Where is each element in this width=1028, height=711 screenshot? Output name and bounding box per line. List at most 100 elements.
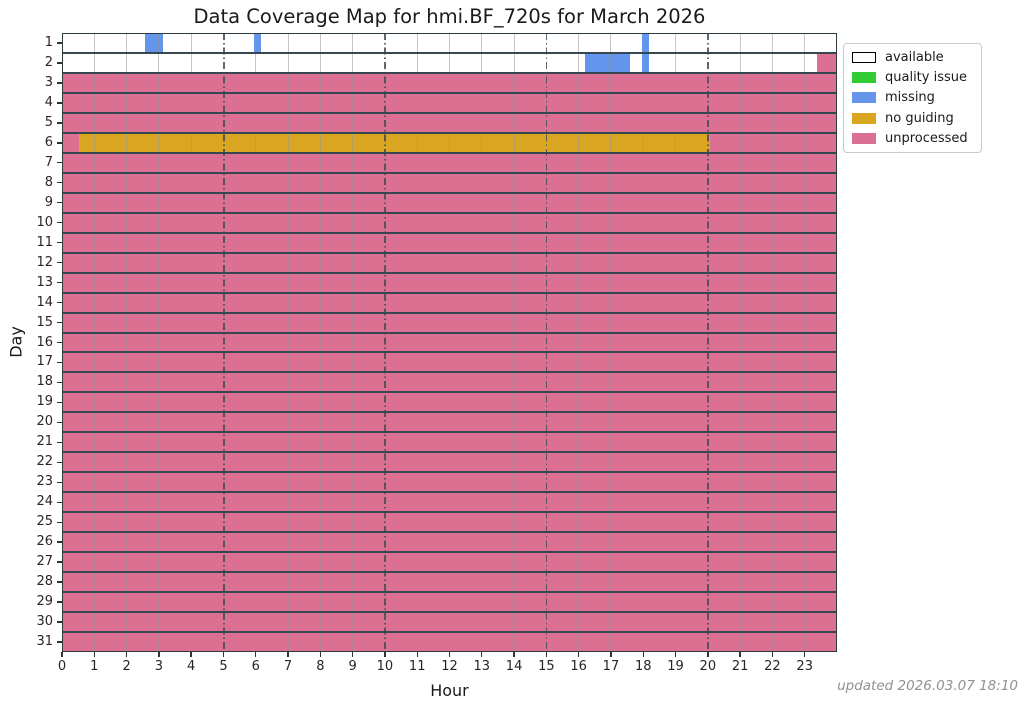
x-tick-mark [448,652,451,657]
x-tick-mark [577,652,580,657]
x-tick-label-19: 19 [667,659,684,674]
y-tick-label-27: 27 [36,554,53,570]
y-tick-label-22: 22 [36,454,53,470]
y-tick-label-24: 24 [36,494,53,510]
y-tick-label-5: 5 [44,114,53,130]
x-tick-label-12: 12 [441,659,458,674]
legend-item-missing: missing [844,90,981,105]
x-tick-mark [545,652,548,657]
y-axis-ticks: 1 2 3 4 5 6 7 8 9 10 11 12 13 14 15 16 17 18 19 20 21 22 23 24 2… [0,33,62,652]
gridline-hour-1 [93,33,95,652]
gridline-hour-6 [255,33,257,652]
x-tick-mark [739,652,741,657]
row-separator [62,71,837,74]
x-tick-mark [771,652,774,657]
x-tick-mark [416,652,418,657]
row-separator [62,571,837,574]
y-tick-label-13: 13 [36,274,53,290]
row-separator [62,431,837,434]
y-tick-mark [57,621,62,623]
x-tick-mark [513,652,515,657]
gridline-hour-11 [416,33,418,652]
plot-area [62,33,837,652]
y-tick-mark [57,421,62,424]
row-separator [62,91,837,94]
x-tick-mark [158,652,160,657]
legend-label: no guiding [885,110,954,126]
legend: available quality issue missing no guiding u… [843,43,982,153]
row-separator [62,491,837,494]
row-separator [62,551,837,554]
x-tick-label-20: 20 [699,659,717,674]
y-tick-label-20: 20 [36,414,53,430]
y-tick-label-31: 31 [36,634,53,650]
gridline-hour-2 [126,33,128,652]
y-tick-mark [57,202,62,204]
y-tick-label-6: 6 [44,134,53,150]
y-tick-mark [57,321,62,324]
y-tick-mark [57,42,62,44]
gridline-hour-8 [319,33,321,652]
y-tick-label-12: 12 [36,254,53,270]
gridline-hour-16 [578,33,580,652]
y-axis-label: Day [6,326,26,358]
y-tick-mark [57,82,62,84]
gridline-hour-5 [222,33,225,652]
legend-label: unprocessed [885,131,968,147]
y-tick-label-1: 1 [44,34,53,50]
x-tick-mark [319,652,322,657]
x-axis-label: Hour [430,681,469,700]
gridline-hour-20 [707,33,709,652]
legend-swatch-no-guiding [852,112,876,124]
x-tick-label-21: 21 [731,659,749,674]
row-separator [62,211,837,214]
legend-swatch-unprocessed [852,133,876,145]
y-tick-mark [57,221,62,224]
row-separator [62,591,837,594]
row-separator [62,391,837,394]
gridline-hour-21 [739,33,741,652]
y-tick-mark [57,541,62,543]
row-separator [62,291,837,294]
coverage-segment-missing [642,52,650,73]
row-separator [62,631,837,634]
gridline-hour-7 [287,33,289,652]
x-tick-label-14: 14 [505,659,523,674]
gridlines-layer [62,33,837,652]
row-separator [62,411,837,414]
x-tick-mark [642,652,644,657]
y-tick-mark [57,301,62,304]
x-tick-label-0: 0 [57,659,67,674]
y-tick-label-11: 11 [36,234,53,250]
legend-swatch-missing [852,92,876,104]
y-tick-label-8: 8 [44,174,53,190]
row-separator [62,111,837,114]
y-tick-mark [57,142,62,144]
x-tick-label-15: 15 [538,659,555,674]
y-tick-label-30: 30 [36,614,53,630]
x-tick-label-18: 18 [634,659,652,674]
x-tick-label-3: 3 [154,659,164,674]
x-tick-mark [61,652,63,657]
row-separator [62,311,837,314]
coverage-segment-no-guiding [79,132,711,153]
row-separator [62,471,837,474]
y-tick-mark [57,62,62,64]
x-tick-mark [287,652,289,657]
legend-item-available: available [844,50,981,65]
coverage-segment-missing [642,33,650,53]
gridline-hour-15 [545,33,548,652]
x-tick-mark [384,652,386,657]
gridline-hour-23 [804,33,806,652]
y-tick-mark [57,162,62,164]
gridline-hour-22 [771,33,773,652]
y-tick-label-3: 3 [44,74,53,90]
legend-item-quality-issue: quality issue [844,70,981,85]
gridline-hour-14 [513,33,515,652]
row-separator [62,451,837,454]
legend-item-no-guiding: no guiding [844,111,981,126]
legend-swatch-available [852,51,876,63]
y-tick-label-21: 21 [36,434,53,450]
x-tick-label-7: 7 [283,659,293,674]
